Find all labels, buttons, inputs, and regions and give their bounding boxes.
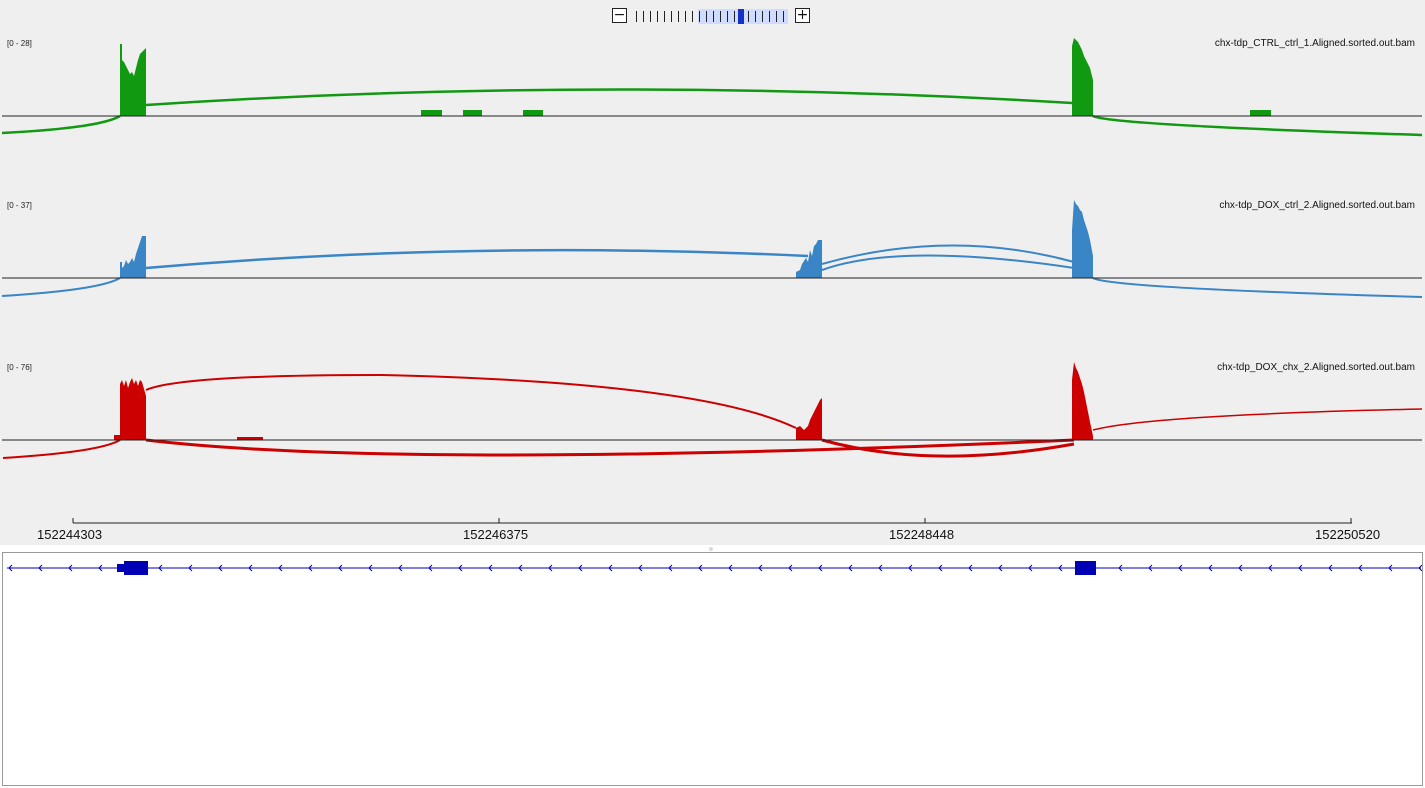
track-1-splice-arcs[interactable] — [1, 88, 1423, 137]
strand-arrow-icon — [428, 564, 433, 572]
strand-arrow-icon — [968, 564, 973, 572]
zoom-tick[interactable] — [734, 11, 735, 22]
strand-arrow-icon — [518, 564, 523, 572]
zoom-tick[interactable] — [720, 11, 721, 22]
zoom-tick[interactable] — [762, 11, 763, 22]
strand-arrow-icon — [1058, 564, 1063, 572]
tracks-canvas — [1, 38, 1423, 524]
strand-arrow-icon — [1358, 564, 1363, 572]
zoom-tick[interactable] — [657, 11, 658, 22]
strand-arrow-icon — [1388, 564, 1393, 572]
strand-arrow-icon — [488, 564, 493, 572]
ruler-label: 152246375 — [463, 527, 529, 542]
strand-arrow-icon — [638, 564, 643, 572]
strand-arrow-icon — [458, 564, 463, 572]
ruler-label: 152244303 — [37, 527, 103, 542]
strand-arrow-icon — [908, 564, 913, 572]
position-ruler — [72, 518, 1352, 524]
track-3-coverage[interactable] — [114, 362, 1093, 440]
gene-exon[interactable] — [1075, 561, 1096, 575]
track-1-name[interactable]: chx-tdp_CTRL_ctrl_1.Aligned.sorted.out.b… — [1214, 38, 1415, 49]
track-3-name[interactable]: chx-tdp_DOX_chx_2.Aligned.sorted.out.bam — [1217, 362, 1415, 373]
strand-arrow-icon — [338, 564, 343, 572]
ruler-label: 152250520 — [1315, 527, 1381, 542]
gene-annotation-panel — [2, 552, 1423, 786]
zoom-tick[interactable] — [783, 11, 784, 22]
strand-arrow-icon — [938, 564, 943, 572]
strand-arrow-icon — [728, 564, 733, 572]
track-2-coverage[interactable] — [120, 200, 1093, 278]
zoom-tick[interactable] — [699, 11, 700, 22]
zoom-out-button[interactable]: − — [612, 7, 627, 23]
strand-arrow-icon — [308, 564, 313, 572]
zoom-tick[interactable] — [664, 11, 665, 22]
strand-arrow-icon — [788, 564, 793, 572]
strand-arrow-icon — [818, 564, 823, 572]
zoom-tick[interactable] — [678, 11, 679, 22]
strand-arrow-icon — [1148, 564, 1153, 572]
strand-arrow-icon — [1298, 564, 1303, 572]
strand-arrow-icon — [368, 564, 373, 572]
ruler-label: 152248448 — [889, 527, 955, 542]
strand-arrow-icon — [1178, 564, 1183, 572]
strand-arrow-icon — [158, 564, 163, 572]
alignment-tracks-panel: − + [0 - 28] c — [0, 0, 1425, 545]
strand-arrow-icon — [8, 564, 13, 572]
strand-arrow-icon — [398, 564, 403, 572]
strand-arrow-icon — [1328, 564, 1333, 572]
zoom-tick[interactable] — [755, 11, 756, 22]
gene-track[interactable] — [3, 553, 1422, 785]
zoom-slider[interactable] — [634, 9, 790, 24]
strand-arrow-icon — [1418, 564, 1422, 572]
zoom-tick[interactable] — [748, 11, 749, 22]
strand-arrows — [8, 564, 1422, 572]
strand-arrow-icon — [758, 564, 763, 572]
track-2-splice-arcs[interactable] — [1, 244, 1423, 298]
strand-arrow-icon — [1028, 564, 1033, 572]
strand-arrow-icon — [1268, 564, 1273, 572]
zoom-tick[interactable] — [636, 11, 637, 22]
track-2-name[interactable]: chx-tdp_DOX_ctrl_2.Aligned.sorted.out.ba… — [1219, 200, 1415, 211]
strand-arrow-icon — [1208, 564, 1213, 572]
strand-arrow-icon — [578, 564, 583, 572]
track-3-range: [0 - 76] — [7, 363, 32, 372]
track-1-range: [0 - 28] — [7, 39, 32, 48]
strand-arrow-icon — [878, 564, 883, 572]
gene-exon[interactable] — [124, 561, 148, 575]
strand-arrow-icon — [188, 564, 193, 572]
strand-arrow-icon — [248, 564, 253, 572]
gene-exon[interactable] — [117, 564, 125, 572]
zoom-tick[interactable] — [776, 11, 777, 22]
zoom-tick[interactable] — [650, 11, 651, 22]
zoom-tick[interactable] — [671, 11, 672, 22]
zoom-tick[interactable] — [706, 11, 707, 22]
strand-arrow-icon — [218, 564, 223, 572]
strand-arrow-icon — [848, 564, 853, 572]
strand-arrow-icon — [998, 564, 1003, 572]
strand-arrow-icon — [1238, 564, 1243, 572]
zoom-in-button[interactable]: + — [795, 7, 810, 23]
track-3-splice-arcs[interactable] — [2, 373, 1423, 459]
zoom-widget: − + — [612, 8, 814, 26]
zoom-tick[interactable] — [713, 11, 714, 22]
strand-arrow-icon — [278, 564, 283, 572]
zoom-tick[interactable] — [685, 11, 686, 22]
strand-arrow-icon — [38, 564, 43, 572]
zoom-current-level[interactable] — [738, 9, 744, 24]
strand-arrow-icon — [98, 564, 103, 572]
zoom-tick[interactable] — [769, 11, 770, 22]
panel-divider-handle[interactable] — [709, 547, 713, 551]
zoom-tick[interactable] — [643, 11, 644, 22]
strand-arrow-icon — [1118, 564, 1123, 572]
strand-arrow-icon — [698, 564, 703, 572]
zoom-tick[interactable] — [727, 11, 728, 22]
strand-arrow-icon — [608, 564, 613, 572]
strand-arrow-icon — [668, 564, 673, 572]
track-2-range: [0 - 37] — [7, 201, 32, 210]
strand-arrow-icon — [548, 564, 553, 572]
strand-arrow-icon — [68, 564, 73, 572]
zoom-tick[interactable] — [692, 11, 693, 22]
track-1-coverage[interactable] — [120, 38, 1271, 116]
